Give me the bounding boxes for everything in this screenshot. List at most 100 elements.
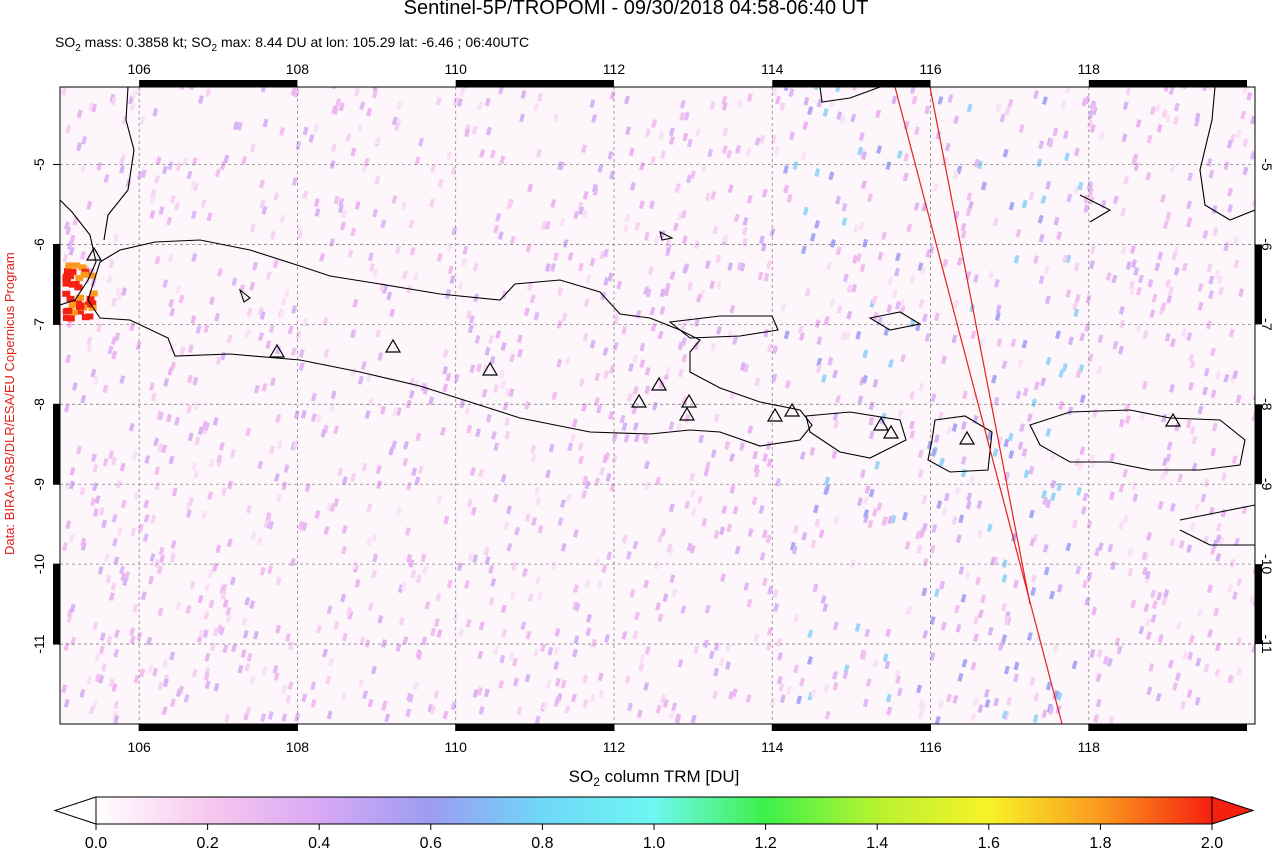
pixel [91, 103, 98, 113]
pixel [161, 165, 168, 175]
pixel [1001, 360, 1008, 370]
pixel [189, 580, 196, 590]
pixel [275, 624, 282, 634]
pixel [193, 401, 200, 411]
colorbar-tick-label: 1.8 [1089, 835, 1111, 852]
pixel [80, 394, 87, 404]
pixel [182, 156, 189, 166]
pixel [478, 706, 485, 715]
pixel [375, 465, 382, 475]
pixel [223, 154, 230, 164]
pixel [429, 705, 436, 715]
pixel [323, 526, 330, 535]
pixel [775, 95, 781, 105]
colorbar-label-part: SO [569, 767, 594, 786]
pixel [623, 434, 630, 443]
pixel [350, 473, 357, 482]
orbit-edge [894, 86, 1063, 725]
frame-bar [53, 564, 60, 645]
pixel [643, 579, 650, 589]
pixel [958, 566, 965, 575]
pixel [129, 635, 136, 645]
pixel [1163, 87, 1170, 93]
pixel [745, 147, 752, 156]
pixel [261, 666, 268, 676]
pixel [960, 455, 967, 465]
pixel [224, 713, 230, 723]
pixel [763, 328, 770, 338]
pixel [488, 596, 495, 606]
pixel [81, 135, 88, 145]
pixel [537, 92, 544, 102]
orbit-edges [894, 86, 1063, 725]
pixel [850, 113, 857, 123]
plume-pixel [66, 295, 75, 302]
pixel [329, 503, 336, 512]
plume-pixel [68, 302, 77, 309]
pixel [980, 181, 987, 191]
pixel [1003, 665, 1010, 675]
pixel [577, 442, 584, 451]
pixel [190, 210, 197, 220]
pixel [716, 280, 722, 290]
pixel [885, 161, 892, 171]
pixel [90, 453, 97, 463]
pixel [113, 629, 120, 639]
pixel [835, 394, 841, 404]
pixel [535, 576, 541, 586]
pixel [366, 537, 373, 547]
pixel [585, 274, 592, 284]
pixel [853, 224, 860, 233]
y-tick-label-left: -6 [31, 238, 47, 251]
pixel [833, 420, 840, 430]
pixel [644, 645, 651, 655]
pixel [159, 554, 166, 564]
pixel [280, 297, 287, 306]
pixel [918, 382, 925, 392]
pixel [210, 642, 217, 652]
pixel [304, 483, 311, 493]
pixel [156, 565, 163, 575]
pixel [881, 517, 888, 526]
pixel [275, 345, 282, 355]
pixel [1007, 432, 1014, 442]
pixel [225, 614, 232, 623]
pixel [207, 569, 214, 579]
pixel [208, 599, 215, 609]
pixel [639, 161, 646, 171]
pixel [758, 235, 765, 245]
pixel [500, 604, 507, 614]
plume-pixel [64, 307, 73, 314]
pixel [995, 103, 1002, 113]
pixel [428, 396, 435, 406]
pixel [799, 677, 805, 687]
pixel [111, 683, 118, 692]
pixel [952, 170, 959, 180]
pixel [972, 697, 979, 707]
x-tick-label-bottom: 110 [445, 739, 468, 755]
pixel [807, 106, 814, 115]
pixel [788, 88, 795, 98]
y-tick-label-right: -7 [1259, 318, 1272, 331]
pixel [1001, 559, 1008, 569]
pixel [293, 410, 300, 419]
pixel [283, 288, 290, 298]
pixel [960, 230, 967, 239]
pixel [1019, 423, 1026, 432]
pixel [505, 505, 512, 515]
pixel [867, 193, 873, 203]
pixel [719, 526, 726, 536]
pixel [643, 286, 650, 296]
plume-pixel [62, 275, 71, 282]
pixel [111, 513, 118, 523]
pixel [404, 527, 411, 536]
pixel [110, 582, 117, 592]
pixel [187, 497, 194, 506]
pixel [884, 660, 891, 670]
pixel [1017, 358, 1024, 368]
pixel [352, 560, 358, 570]
pixel [554, 695, 561, 705]
pixel [820, 595, 827, 604]
pixel [511, 657, 518, 667]
pixel [582, 332, 589, 342]
